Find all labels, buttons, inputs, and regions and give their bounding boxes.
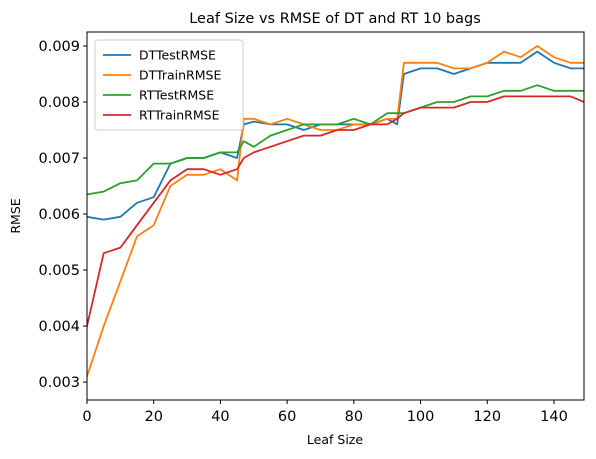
y-tick-label: 0.009: [38, 39, 80, 55]
x-tick-label: 20: [144, 409, 162, 425]
legend-label: DTTestRMSE: [139, 48, 216, 63]
y-axis: 0.003 0.004 0.005 0.006 0.007 0.008 0.009: [38, 39, 87, 391]
y-tick-label: 0.004: [38, 319, 80, 335]
x-tick-label: 80: [345, 409, 363, 425]
chart-title: Leaf Size vs RMSE of DT and RT 10 bags: [189, 11, 481, 27]
series-group: [87, 45, 584, 378]
x-tick-label: 40: [211, 409, 229, 425]
legend: DTTestRMSE DTTrainRMSE RTTestRMSE RTTrainRM…: [94, 39, 244, 131]
legend-label: DTTrainRMSE: [139, 68, 221, 83]
y-tick-label: 0.006: [38, 207, 80, 223]
x-tick-label: 120: [473, 409, 501, 425]
series-line-rttestrmse: [87, 84, 584, 196]
y-axis-title: RMSE: [8, 198, 23, 233]
y-tick-label: 0.007: [38, 151, 80, 167]
legend-box: [94, 39, 244, 131]
y-tick-label: 0.008: [38, 95, 80, 111]
y-tick-label: 0.003: [38, 375, 80, 391]
x-tick-label: 100: [407, 409, 435, 425]
y-tick-label: 0.005: [38, 263, 80, 279]
x-tick-label: 60: [278, 409, 296, 425]
plot-frame: [86, 31, 585, 401]
x-axis: 0 20 40 60 80 100 120 140: [82, 400, 568, 425]
legend-label: RTTrainRMSE: [139, 108, 220, 123]
x-tick-label: 0: [82, 409, 91, 425]
x-axis-title: Leaf Size: [307, 432, 363, 447]
legend-label: RTTestRMSE: [139, 88, 214, 103]
x-tick-label: 140: [540, 409, 568, 425]
series-line-rttrainrmse: [87, 95, 584, 328]
